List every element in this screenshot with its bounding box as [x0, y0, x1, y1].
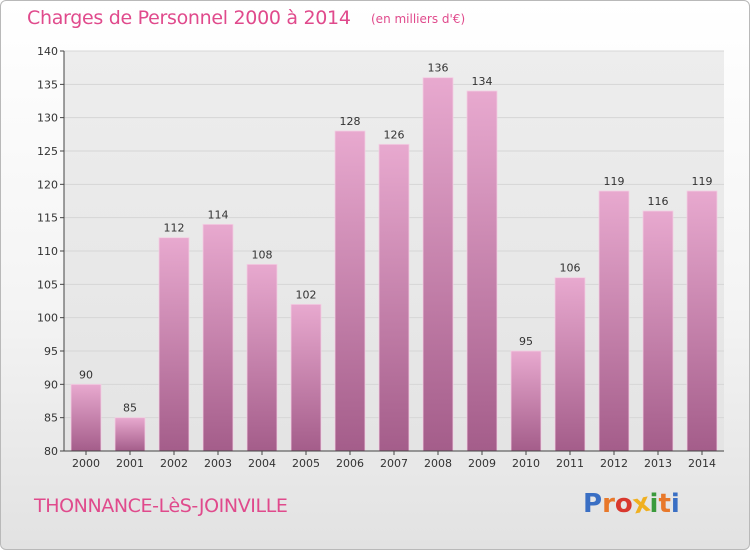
x-tick-label: 2010	[512, 457, 540, 470]
data-label: 116	[648, 195, 669, 208]
bar	[642, 210, 674, 452]
y-tick-label: 130	[37, 112, 58, 125]
x-tick-label: 2002	[160, 457, 188, 470]
y-tick-label: 80	[44, 445, 58, 458]
data-label: 119	[692, 175, 713, 188]
data-label: 119	[604, 175, 625, 188]
labels: 80 85 90 95 100 105 110 115 120 125 130 135 140 90 200…	[37, 45, 716, 470]
data-label: 134	[472, 75, 493, 88]
x-tick-label: 2013	[644, 457, 672, 470]
chart-subtitle: (en milliers d'€)	[371, 12, 466, 26]
data-label: 114	[208, 208, 229, 221]
bar	[422, 77, 454, 452]
y-tick-label: 100	[37, 312, 58, 325]
x-tick-label: 2003	[204, 457, 232, 470]
data-label: 102	[296, 288, 317, 301]
bar	[70, 383, 102, 452]
bar	[598, 190, 630, 452]
bar	[510, 350, 542, 452]
x-tick-label: 2006	[336, 457, 364, 470]
data-label: 108	[252, 248, 273, 261]
x-tick-label: 2004	[248, 457, 276, 470]
x-tick-label: 2014	[688, 457, 716, 470]
location-label: THONNANCE-LèS-JOINVILLE	[34, 495, 288, 517]
x-tick-label: 2008	[424, 457, 452, 470]
x-tick-label: 2009	[468, 457, 496, 470]
proxiti-logo: Proxiti	[583, 487, 680, 521]
data-label: 85	[123, 402, 137, 415]
data-label: 90	[79, 368, 93, 381]
bar	[246, 263, 278, 452]
data-label: 106	[560, 262, 581, 275]
bar	[334, 130, 366, 452]
y-tick-label: 95	[44, 345, 58, 358]
data-label: 126	[384, 128, 405, 141]
x-tick-label: 2005	[292, 457, 320, 470]
y-tick-label: 90	[44, 378, 58, 391]
x-tick-label: 2011	[556, 457, 584, 470]
y-tick-label: 85	[44, 412, 58, 425]
x-tick-label: 2012	[600, 457, 628, 470]
bar	[290, 303, 322, 452]
y-tick-label: 120	[37, 178, 58, 191]
y-tick-label: 115	[37, 212, 58, 225]
y-tick-label: 135	[37, 78, 58, 91]
bar	[158, 237, 190, 452]
y-tick-label: 125	[37, 145, 58, 158]
bar	[378, 143, 410, 452]
y-tick-label: 110	[37, 245, 58, 258]
bar	[554, 277, 586, 452]
bar	[686, 190, 718, 452]
chart-title: Charges de Personnel 2000 à 2014	[27, 7, 351, 29]
y-tick-label: 105	[37, 278, 58, 291]
bar	[202, 223, 234, 452]
x-tick-label: 2007	[380, 457, 408, 470]
data-label: 128	[340, 115, 361, 128]
x-tick-label: 2001	[116, 457, 144, 470]
bar	[114, 417, 146, 452]
y-tick-label: 140	[37, 45, 58, 58]
bar	[466, 90, 498, 452]
axes	[60, 50, 724, 455]
x-tick-label: 2000	[72, 457, 100, 470]
data-label: 95	[519, 335, 533, 348]
data-label: 136	[428, 62, 449, 75]
data-label: 112	[164, 222, 185, 235]
